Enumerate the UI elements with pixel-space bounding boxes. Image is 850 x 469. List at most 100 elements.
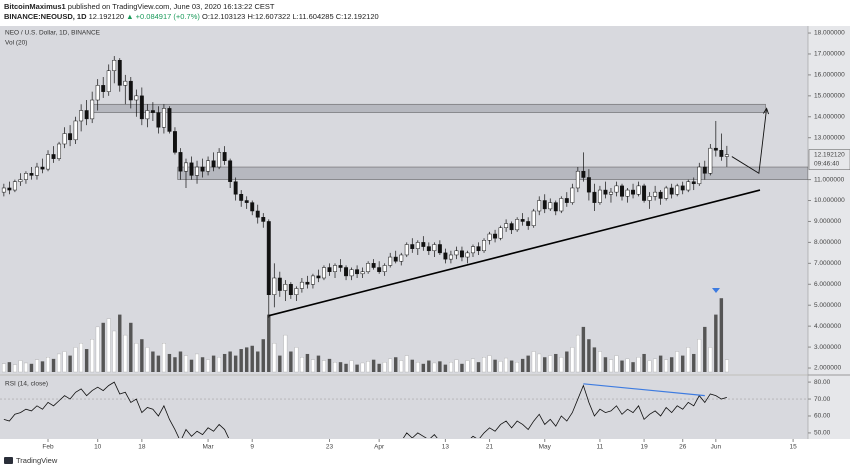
candle-body: [366, 263, 371, 272]
volume-bar: [377, 363, 381, 372]
volume-bar: [708, 347, 713, 373]
rsi-pane: [0, 376, 808, 439]
candle-body: [636, 185, 641, 195]
volume-bar: [631, 362, 635, 372]
volume-bar: [620, 360, 624, 372]
candle-body: [454, 250, 459, 256]
volume-bar: [184, 355, 188, 373]
volume-bar: [333, 362, 337, 373]
volume-bar: [156, 355, 161, 372]
candle-body: [206, 160, 211, 172]
volume-bar: [305, 353, 310, 372]
candle-body: [719, 150, 724, 157]
candle-body: [294, 288, 299, 295]
volume-bar: [686, 347, 691, 373]
volume-bar: [79, 343, 83, 373]
x-tick-label: 19: [640, 444, 648, 451]
candle-body: [178, 152, 183, 172]
volume-bar: [244, 347, 249, 372]
candle-body: [1, 187, 6, 193]
volume-bar: [570, 347, 575, 373]
volume-bar: [719, 298, 724, 372]
volume-bar: [647, 360, 652, 373]
volume-bar: [658, 355, 663, 372]
volume-bar: [443, 364, 448, 372]
candle-body: [195, 166, 199, 176]
candle-body: [217, 152, 222, 168]
volume-bar: [338, 362, 343, 372]
volume-bar: [2, 363, 6, 373]
volume-bar: [487, 355, 492, 373]
x-tick-label: Jun: [711, 444, 722, 451]
volume-bar: [29, 363, 34, 372]
rsi-tick-label: 70.00: [814, 396, 831, 403]
candle-body: [139, 95, 144, 120]
candle-body: [46, 154, 50, 170]
volume-bar: [471, 358, 475, 373]
y-tick-label: 15.000000: [814, 93, 845, 100]
candle-body: [112, 59, 117, 71]
projection-path: [731, 108, 768, 175]
candle-body: [200, 166, 205, 172]
candle-body: [90, 99, 95, 120]
volume-bar: [344, 363, 348, 372]
candle-body: [316, 275, 321, 279]
x-tick-label: 26: [679, 444, 687, 451]
candle-body: [184, 162, 188, 172]
volume-bar: [349, 360, 354, 373]
volume-bar: [543, 357, 547, 372]
x-tick-label: Apr: [374, 444, 385, 451]
candle-body: [531, 210, 536, 226]
volume-bar: [40, 361, 45, 372]
trendline: [268, 189, 761, 317]
countdown: 09:46:40: [814, 160, 840, 167]
volume-bar: [178, 351, 183, 372]
volume-bar: [509, 360, 514, 372]
candle-body: [222, 152, 227, 161]
candle-body: [432, 244, 437, 252]
candle-body: [686, 181, 691, 191]
volume-bar: [476, 362, 481, 372]
candle-body: [7, 187, 12, 191]
volume-bar: [84, 349, 89, 372]
candle-body: [145, 110, 150, 120]
candle-body: [35, 166, 39, 176]
last: 12.192120: [89, 12, 124, 21]
candle-body: [669, 187, 674, 195]
candle-body: [564, 198, 569, 203]
candle-body: [597, 189, 602, 203]
volume-bar: [625, 358, 630, 373]
price-tag-bg: [808, 149, 850, 170]
volume-bar: [112, 330, 117, 373]
candle-body: [12, 181, 17, 191]
volume-bar: [360, 362, 365, 373]
candle-body: [526, 221, 531, 226]
candle-body: [272, 277, 277, 295]
volume-bar: [228, 351, 232, 372]
footer: TradingView: [4, 456, 58, 465]
volume-bar: [598, 351, 602, 373]
volume-bar: [449, 362, 453, 373]
volume-bar: [289, 351, 293, 372]
y-tick-label: 5.000000: [814, 302, 841, 309]
volume-bar: [90, 339, 95, 373]
x-tick-label: 15: [789, 444, 797, 451]
candle-body: [134, 95, 139, 101]
volume-bar: [118, 314, 122, 372]
volume-bar: [140, 339, 144, 372]
candle-body: [244, 200, 249, 203]
candle-body: [586, 177, 591, 193]
volume-bar: [294, 347, 299, 373]
ohlc: O:12.103123 H:12.607322 L:11.604285 C:12…: [202, 12, 379, 21]
volume-bar: [267, 314, 271, 372]
candle-body: [647, 196, 652, 201]
volume-bar: [531, 351, 536, 373]
candle-body: [355, 269, 360, 275]
candle-body: [487, 233, 492, 241]
volume-bar: [614, 355, 619, 373]
candle-body: [233, 181, 238, 195]
volume-bar: [703, 326, 707, 372]
x-tick-label: 11: [597, 444, 604, 451]
volume-bar: [300, 357, 304, 373]
